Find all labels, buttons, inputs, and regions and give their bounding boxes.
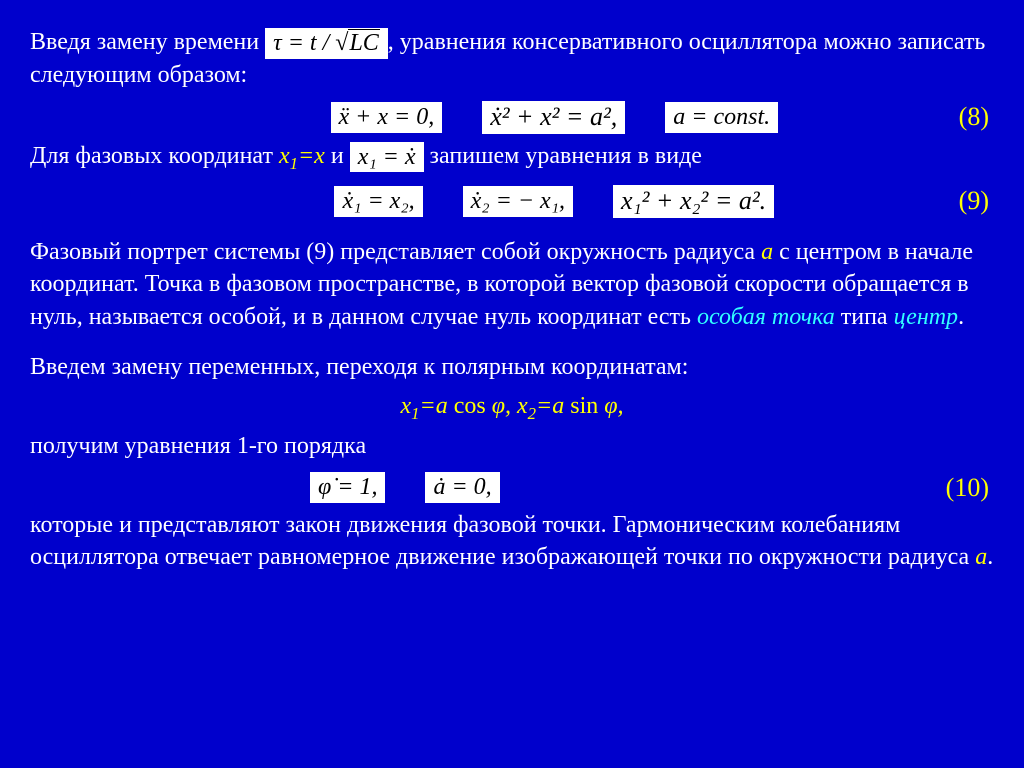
formula-x1dot: x₁ = ẋ bbox=[350, 142, 424, 172]
term-center: центр bbox=[894, 304, 959, 330]
text: и bbox=[325, 143, 350, 169]
text: Фазовый портрет системы (9) представляет… bbox=[30, 239, 761, 265]
eq9-f1: ẋ₁ = x₂, bbox=[334, 186, 422, 216]
eq8-formulas: ẍ + x = 0, ẋ² + x² = a², a = const. bbox=[150, 101, 959, 134]
equation-row-10: φ̇ = 1, ȧ = 0, (10) bbox=[30, 472, 994, 502]
eq8-num: (8) bbox=[959, 102, 994, 132]
paragraph-6: которые и представляют закон движения фа… bbox=[30, 509, 994, 574]
eq8-f1: ẍ + x = 0, bbox=[331, 102, 443, 132]
eq9-f3: x₁² + x₂² = a². bbox=[613, 185, 774, 218]
text: . bbox=[987, 544, 993, 570]
paragraph-3: Фазовый портрет системы (9) представляет… bbox=[30, 236, 994, 333]
var-a: a bbox=[761, 239, 773, 265]
eq8-f2: ẋ² + x² = a², bbox=[482, 101, 625, 134]
slide-content: Введя замену времени τ = t / √LC , уравн… bbox=[0, 0, 1024, 604]
eq10-f1: φ̇ = 1, bbox=[310, 472, 385, 502]
eq10-f2: ȧ = 0, bbox=[425, 472, 499, 502]
text: . bbox=[958, 304, 964, 330]
paragraph-5: получим уравнения 1-го порядка bbox=[30, 430, 994, 462]
var-x1: x1=x bbox=[279, 143, 325, 169]
text: Введя замену времени bbox=[30, 29, 265, 55]
eq9-num: (9) bbox=[959, 186, 994, 216]
paragraph-1: Введя замену времени τ = t / √LC , уравн… bbox=[30, 26, 994, 91]
eq9-formulas: ẋ₁ = x₂, ẋ₂ = − x₁, x₁² + x₂² = a². bbox=[150, 185, 959, 218]
text: Для фазовых координат bbox=[30, 143, 279, 169]
term-singular-point: особая точка bbox=[697, 304, 835, 330]
eq10-formulas: φ̇ = 1, ȧ = 0, bbox=[310, 472, 500, 502]
paragraph-2: Для фазовых координат x1=x и x₁ = ẋ запи… bbox=[30, 140, 994, 175]
formula-tau: τ = t / √LC bbox=[265, 28, 388, 58]
var-a2: a bbox=[975, 544, 987, 570]
text: запишем уравнения в виде bbox=[430, 143, 702, 169]
text: типа bbox=[835, 304, 894, 330]
polar-substitution: x1=a cos φ, x2=a sin φ, bbox=[30, 393, 994, 424]
eq8-f3: a = const. bbox=[665, 102, 778, 132]
paragraph-4: Введем замену переменных, переходя к пол… bbox=[30, 351, 994, 383]
equation-row-8: ẍ + x = 0, ẋ² + x² = a², a = const. (8) bbox=[30, 101, 994, 134]
text: которые и представляют закон движения фа… bbox=[30, 512, 975, 570]
eq9-f2: ẋ₂ = − x₁, bbox=[463, 186, 573, 216]
equation-row-9: ẋ₁ = x₂, ẋ₂ = − x₁, x₁² + x₂² = a². (9) bbox=[30, 185, 994, 218]
eq10-num: (10) bbox=[946, 473, 994, 503]
